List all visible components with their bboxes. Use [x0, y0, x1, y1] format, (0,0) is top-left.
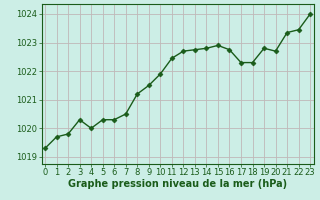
- X-axis label: Graphe pression niveau de la mer (hPa): Graphe pression niveau de la mer (hPa): [68, 179, 287, 189]
